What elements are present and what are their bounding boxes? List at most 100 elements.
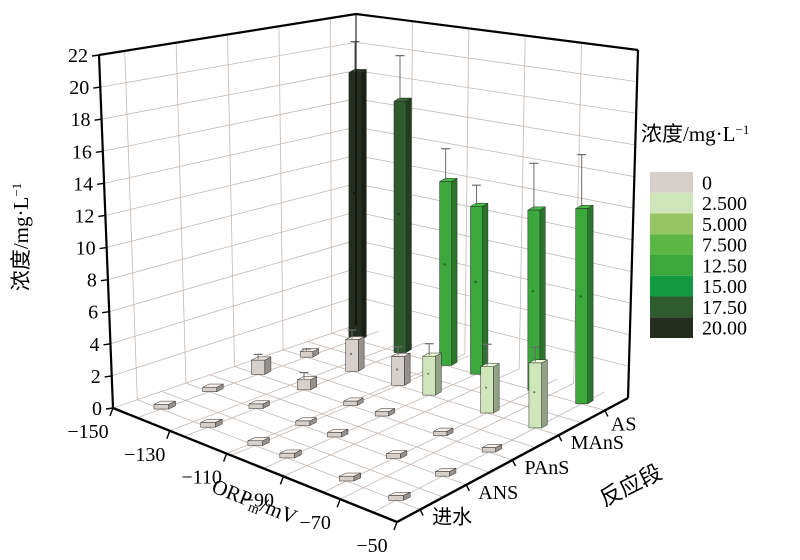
legend-title: 浓度/mg·L−1 [641, 122, 749, 146]
legend-swatch-4 [650, 255, 693, 276]
bar-进水-orp5 [388, 491, 411, 501]
bar-front-face [200, 422, 216, 428]
bar-front-face [297, 379, 311, 391]
orp-axis-title: ORPm/mV [208, 474, 301, 532]
stage-tick [558, 434, 563, 442]
bar-MAnS-orp2 [390, 346, 412, 386]
legend-swatch-0 [650, 172, 693, 193]
orp-tick [279, 476, 285, 485]
right-wall-top-edge [355, 12, 639, 52]
bar-face-dot [352, 191, 356, 194]
right-wall-gridline-z [355, 70, 637, 114]
bar-side-face [493, 363, 500, 414]
bar-front-face [247, 440, 263, 446]
stage-tick-label-4: AS [611, 413, 637, 435]
bar-side-face [587, 204, 594, 405]
bar-ANS-orp2 [295, 417, 317, 426]
legend-label-3: 7.500 [702, 235, 747, 257]
z-tick-label: 14 [73, 173, 93, 195]
orp-tick-label: −70 [300, 512, 331, 534]
bar-front-face [343, 400, 358, 406]
floor-gridline-orpwise [282, 349, 559, 436]
orp-tick-label: −90 [243, 489, 274, 511]
stage-tick-label-1: ANS [478, 482, 518, 504]
bar-face-dot [443, 263, 446, 266]
right-wall-gridline-u [518, 35, 526, 369]
z-tick-label: 8 [87, 270, 97, 292]
z-tick [99, 246, 107, 250]
legend-swatch-3 [650, 234, 693, 255]
z-tick-label: 18 [71, 109, 91, 131]
floor-gridline-orpwise [210, 374, 490, 473]
bar-side-face [358, 336, 365, 372]
z-tick [104, 375, 112, 378]
bar-AS-orp3 [469, 184, 489, 375]
bar-front-face [481, 447, 496, 453]
legend-swatch-7 [650, 317, 693, 338]
orp-tick [336, 498, 341, 508]
stage-tick [419, 509, 424, 516]
bar-AS-orp0 [347, 40, 368, 341]
z-axis-title: 浓度/mg·L−1 [9, 183, 33, 291]
bar-face-dot [395, 368, 399, 371]
bar-PAnS-orp3 [374, 408, 395, 417]
z-tick [103, 343, 111, 346]
bar-ANS-orp4 [386, 450, 408, 459]
bar-ANS-orp3 [327, 428, 349, 438]
bar-front-face [470, 206, 483, 375]
left-wall-gridline-v [175, 42, 187, 384]
bar-ANS-orp0 [202, 383, 224, 393]
orp-tick-label: −150 [67, 421, 108, 443]
bar-进水-orp3 [279, 449, 302, 459]
bar-side-face [451, 177, 458, 366]
bar-MAnS-orp5 [527, 346, 549, 429]
right-wall-gridline-z [355, 41, 638, 83]
z-tick-label: 20 [69, 77, 89, 99]
legend-swatch-5 [650, 275, 693, 297]
bar-front-face [374, 411, 389, 417]
z-tick [93, 86, 101, 89]
orp-tick-label: −130 [124, 444, 165, 466]
legend-label-5: 15.00 [702, 276, 747, 298]
z-tick [98, 214, 106, 218]
legend-label-7: 20.00 [702, 318, 747, 340]
bar-AS-orp2 [438, 148, 458, 366]
bar-front-face [575, 208, 588, 405]
z-tick [95, 150, 103, 153]
bar-PAnS-orp4 [433, 427, 454, 437]
bar-进水-orp4 [338, 472, 361, 482]
legend-label-1: 2.500 [702, 193, 747, 215]
legend-label-2: 5.000 [702, 214, 747, 236]
orp-tick [393, 521, 398, 531]
bar-front-face [393, 100, 407, 353]
z-tick [94, 118, 102, 121]
z-axis-line [97, 54, 115, 409]
bar-进水-orp2 [247, 437, 270, 446]
bar-ANS-orp5 [435, 467, 457, 477]
left-wall-gridline-v [329, 18, 333, 334]
stage-tick-label-0: 进水 [432, 506, 472, 529]
z-tick [105, 407, 114, 410]
left-wall-gridline-v [227, 34, 235, 367]
stage-tick-label-2: PAnS [525, 457, 570, 479]
orp-tick [166, 430, 171, 440]
bar-front-face [528, 362, 542, 429]
right-wall-gridline-u [464, 28, 470, 355]
bar-front-face [299, 351, 314, 358]
legend-label-0: 0 [702, 172, 712, 194]
bar-side-face [405, 97, 412, 354]
bar-PAnS-orp1 [297, 371, 318, 391]
bar-进水-orp0 [153, 400, 176, 410]
z-tick-label: 22 [68, 45, 88, 67]
bar-face-dot [579, 295, 582, 298]
bar-face-dot [349, 352, 353, 355]
bar-front-face [433, 431, 448, 436]
z-tick [102, 311, 110, 314]
orp-tick [109, 407, 114, 417]
bar-PAnS-orp5 [481, 443, 502, 453]
bar-ANS-orp1 [248, 400, 270, 409]
z-tick-label: 12 [74, 205, 94, 227]
bar-face-dot [484, 386, 488, 389]
